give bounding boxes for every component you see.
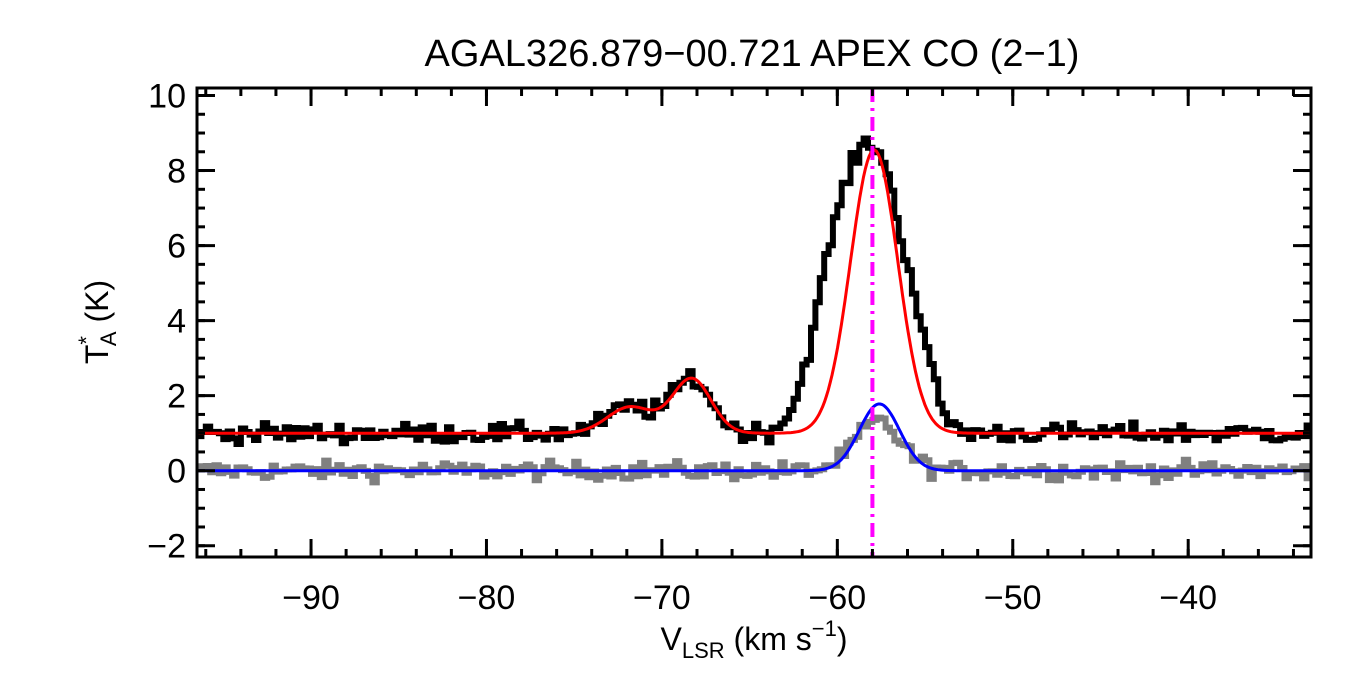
ticks-layer: [197, 88, 1311, 557]
series-red-gaussian-fit: [197, 148, 1311, 435]
series-blue-gaussian-fit: [197, 402, 1311, 473]
series-observed-spectrum: [197, 135, 1311, 447]
x-tick-label: −70: [633, 579, 691, 617]
x-axis-label-unit: (km s: [725, 621, 812, 657]
y-axis-label: T*A (K): [74, 280, 121, 364]
y-axis-label-main: T: [79, 345, 115, 365]
y-tick-label: 6: [167, 228, 186, 266]
x-axis-label-main: V: [661, 621, 683, 657]
chart-title: AGAL326.879−00.721 APEX CO (2−1): [425, 33, 1080, 75]
x-axis-label-sub: LSR: [682, 638, 725, 663]
y-axis-label-sub: A: [96, 331, 121, 346]
y-tick-label: 4: [167, 303, 186, 341]
x-axis-label-sup: −1: [812, 616, 837, 641]
plot-frame: [195, 86, 1313, 559]
x-tick-label: −50: [984, 579, 1042, 617]
x-axis-label-close: ): [837, 621, 848, 657]
y-axis-label-unit: (K): [79, 280, 115, 332]
y-tick-label: 0: [167, 453, 186, 491]
x-tick-labels: −90 −80 −70 −60 −50 −40: [282, 579, 1217, 617]
x-tick-label: −90: [282, 579, 340, 617]
y-tick-label: 2: [167, 378, 186, 416]
plot-area: [195, 86, 1313, 559]
x-tick-label: −40: [1159, 579, 1217, 617]
y-tick-label: 10: [148, 78, 186, 116]
y-tick-labels: −2 0 2 4 6 8 10: [147, 78, 186, 566]
series-layer: [197, 135, 1311, 486]
x-tick-label: −60: [808, 579, 866, 617]
y-axis-label-sup: *: [74, 336, 99, 345]
y-tick-label: 8: [167, 153, 186, 191]
x-axis-label: VLSR (km s−1): [661, 616, 848, 663]
x-tick-label: −80: [458, 579, 516, 617]
y-tick-label: −2: [147, 528, 186, 566]
